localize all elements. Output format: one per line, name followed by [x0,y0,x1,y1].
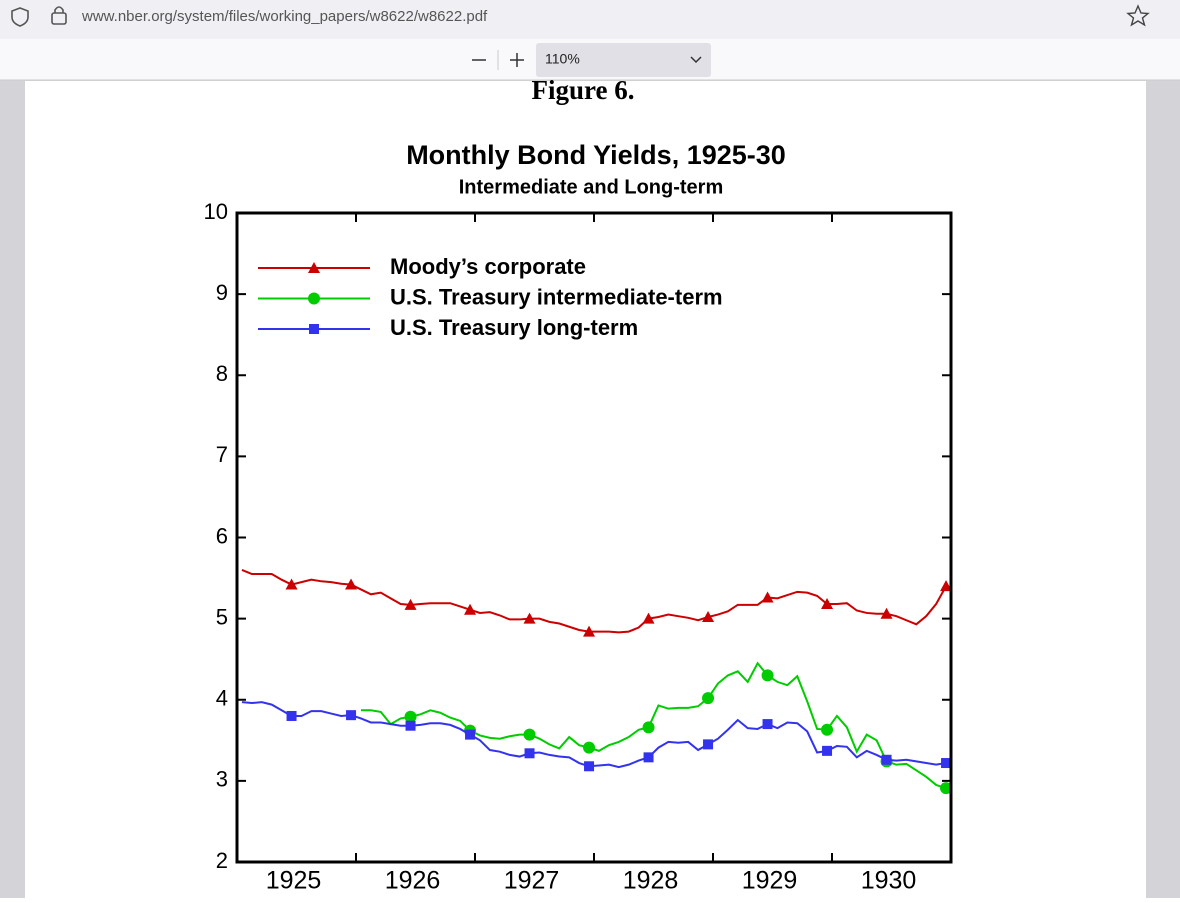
marker [821,723,834,736]
marker [702,692,715,705]
marker [821,598,834,610]
x-tick-label: 1930 [861,867,917,895]
lock-shackle [54,6,64,13]
marker [642,721,655,734]
x-tick-label: 1926 [385,867,441,895]
x-tick-label: 1929 [742,867,798,895]
marker [940,580,953,592]
x-tick-label: 1928 [623,867,679,895]
marker [286,710,297,721]
y-tick-label: 2 [216,848,228,873]
marker [583,625,596,637]
plot-frame [235,211,953,864]
marker [465,729,476,740]
marker [524,748,535,759]
marker [761,669,774,682]
marker [880,607,893,619]
legend-marker [309,324,319,334]
zoom-in-button[interactable] [510,53,524,67]
marker [940,782,953,795]
y-tick-label: 7 [216,442,228,467]
marker [523,612,536,624]
y-tick-label: 10 [204,199,228,224]
dropdown-arrow [690,56,702,64]
marker [761,591,774,603]
legend-marker [308,262,320,273]
marker [643,752,654,763]
figure-label: Figure 6. [532,75,635,105]
marker [642,612,655,624]
marker [404,710,417,723]
y-tick-label: 4 [216,686,228,711]
marker [345,578,358,590]
x-tick-label: 1925 [266,867,322,895]
zoom-value[interactable]: 110% [545,51,580,67]
series-line [360,661,947,790]
marker [404,598,417,610]
marker [762,719,773,730]
legend-marker [308,292,320,305]
pdf-page [25,81,1146,898]
plot: 2 3 4 5 6 7 8 9 10 1925 1926 1927 1928 1929 1930 Moody’… [204,199,953,895]
chart-title: Monthly Bond Yields, 1925-30 [406,140,786,170]
marker [584,761,595,772]
chart-subtitle: Intermediate and Long-term [459,176,723,198]
marker [881,754,892,765]
zoom-select[interactable] [536,43,711,77]
marker [941,758,952,769]
legend-label: U.S. Treasury intermediate-term [390,284,723,309]
y-tick-label: 8 [216,361,228,386]
y-tick-label: 6 [216,523,228,548]
marker [702,611,715,623]
url[interactable]: www.nber.org/system/files/working_papers… [81,8,488,25]
y-tick-label: 9 [216,280,228,305]
marker [583,741,596,754]
marker [703,739,714,750]
marker [464,603,477,615]
url-field[interactable] [6,3,1156,33]
y-tick-label: 3 [216,767,228,792]
marker [405,720,416,731]
marker [346,710,357,721]
bookmark-star[interactable] [1126,4,1150,27]
lock-icon[interactable] [51,12,67,25]
marker [523,728,536,741]
marker [822,745,833,756]
shield-icon[interactable] [11,7,29,27]
legend-label: Moody’s corporate [390,254,586,279]
legend-label: U.S. Treasury long-term [390,315,638,340]
y-tick-label: 5 [216,604,228,629]
marker [285,578,298,590]
x-tick-label: 1927 [504,867,560,895]
